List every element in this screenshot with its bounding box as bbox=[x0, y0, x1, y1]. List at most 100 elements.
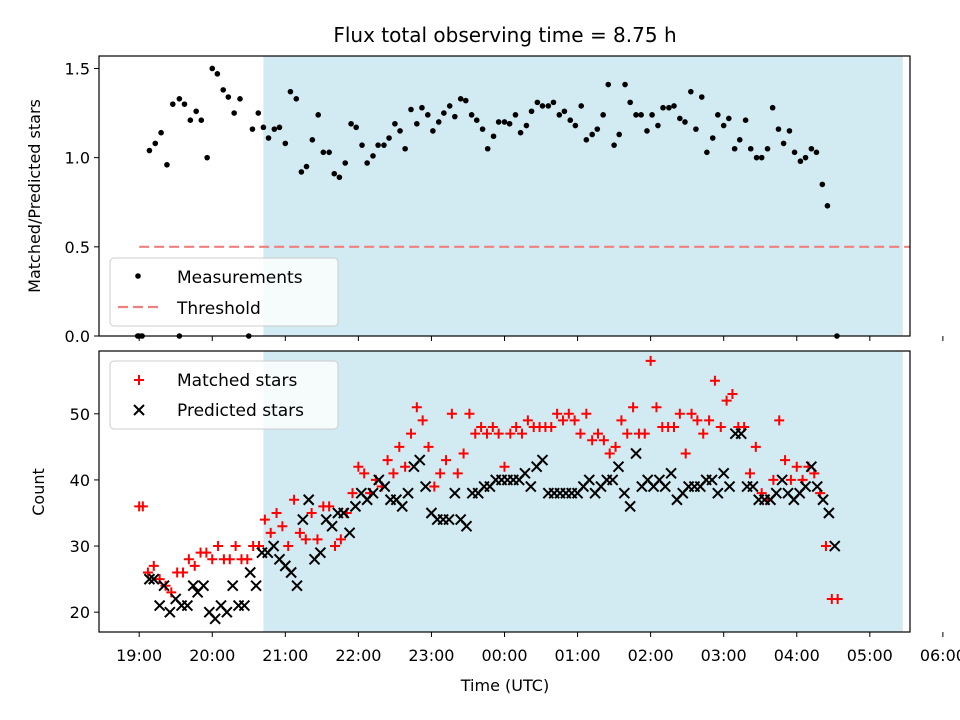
data-point-x bbox=[143, 573, 156, 585]
data-point-dot bbox=[446, 103, 453, 109]
data-point-dot bbox=[462, 97, 469, 104]
data-point-x bbox=[238, 599, 251, 612]
data-point-dot bbox=[715, 112, 721, 118]
legend-label-matched: Matched stars bbox=[177, 371, 297, 391]
data-point-plus bbox=[499, 461, 510, 472]
data-point-dot bbox=[644, 128, 650, 134]
data-point-x bbox=[519, 467, 531, 480]
data-point-x bbox=[817, 494, 829, 506]
data-point-plus bbox=[628, 402, 639, 413]
data-point-x bbox=[747, 480, 759, 493]
legend-marker-dot bbox=[135, 273, 141, 279]
data-point-x bbox=[811, 480, 823, 493]
x-tick-label: 02:00 bbox=[628, 646, 674, 665]
legend-marker-plus bbox=[134, 375, 144, 385]
data-point-dot bbox=[424, 112, 431, 118]
data-point-dot bbox=[556, 112, 563, 118]
data-point-dot bbox=[605, 81, 612, 88]
data-point-dot bbox=[550, 99, 557, 106]
data-point-x bbox=[612, 460, 625, 473]
data-point-plus bbox=[446, 408, 457, 419]
series-1 bbox=[134, 355, 843, 604]
data-point-plus bbox=[458, 448, 469, 459]
data-point-x bbox=[536, 454, 549, 466]
data-point-dot bbox=[720, 122, 727, 129]
legend-label-threshold: Threshold bbox=[176, 299, 261, 319]
data-point-dot bbox=[375, 142, 381, 148]
data-point-x bbox=[706, 474, 718, 486]
data-point-plus bbox=[744, 468, 755, 479]
data-point-plus bbox=[213, 541, 224, 552]
data-point-plus bbox=[271, 507, 282, 518]
data-point-x bbox=[402, 487, 414, 499]
data-point-dot bbox=[287, 88, 294, 95]
data-point-x bbox=[805, 460, 818, 473]
data-point-x bbox=[723, 480, 736, 493]
data-point-plus bbox=[178, 567, 189, 578]
data-point-x bbox=[799, 480, 812, 493]
data-point-x bbox=[326, 520, 338, 532]
data-point-dot bbox=[282, 140, 289, 147]
data-point-dot bbox=[638, 112, 644, 118]
data-point-plus bbox=[616, 415, 627, 426]
data-point-plus bbox=[557, 415, 568, 426]
data-point-dot bbox=[255, 110, 262, 116]
data-point-x bbox=[226, 580, 239, 592]
data-point-x bbox=[302, 494, 315, 506]
data-point-x bbox=[148, 573, 160, 585]
data-point-plus bbox=[791, 461, 802, 472]
data-point-dot bbox=[276, 124, 283, 131]
data-point-x bbox=[630, 447, 642, 460]
data-point-plus bbox=[142, 567, 153, 578]
data-point-x bbox=[770, 487, 783, 499]
data-point-plus bbox=[704, 415, 715, 426]
x-tick-label: 20:00 bbox=[189, 646, 235, 665]
data-point-dot bbox=[545, 103, 552, 109]
data-point-dot bbox=[688, 88, 694, 95]
data-point-plus bbox=[493, 428, 504, 439]
legend-label-measurements: Measurements bbox=[177, 268, 303, 288]
data-point-dot bbox=[320, 149, 327, 156]
data-point-plus bbox=[680, 448, 691, 459]
data-point-x bbox=[665, 467, 677, 480]
data-point-plus bbox=[604, 448, 615, 459]
data-point-dot bbox=[753, 154, 760, 161]
data-point-x bbox=[221, 606, 233, 618]
data-point-dot bbox=[397, 128, 403, 134]
series-1 bbox=[134, 65, 840, 339]
data-point-plus bbox=[265, 527, 276, 538]
data-point-plus bbox=[300, 534, 311, 545]
data-point-x bbox=[187, 580, 199, 592]
data-point-dot bbox=[441, 110, 447, 116]
data-point-dot bbox=[419, 104, 425, 111]
data-point-dot bbox=[164, 161, 170, 168]
data-point-dot bbox=[158, 129, 164, 136]
data-point-dot bbox=[819, 181, 826, 188]
x-tick-label: 06:00 bbox=[920, 646, 960, 665]
data-point-dot bbox=[611, 142, 617, 148]
data-point-plus bbox=[505, 428, 516, 439]
data-point-dot bbox=[237, 96, 243, 102]
data-point-plus bbox=[289, 494, 300, 505]
data-point-plus bbox=[511, 422, 522, 433]
data-point-dot bbox=[655, 122, 661, 129]
data-point-dot bbox=[649, 112, 655, 118]
data-point-plus bbox=[622, 428, 633, 439]
data-point-dot bbox=[572, 122, 579, 129]
data-point-dot bbox=[181, 101, 188, 107]
data-point-dot bbox=[209, 65, 216, 72]
data-point-plus bbox=[417, 415, 428, 426]
data-point-dot bbox=[501, 119, 508, 125]
legend-box bbox=[109, 257, 339, 327]
data-point-x bbox=[181, 599, 194, 612]
data-point-dot bbox=[402, 145, 408, 152]
legend-marker-x bbox=[133, 404, 145, 416]
data-point-dot bbox=[452, 113, 458, 120]
data-point-x bbox=[618, 487, 631, 499]
data-point-plus bbox=[563, 408, 574, 419]
data-point-dot bbox=[660, 104, 666, 111]
data-point-dot bbox=[758, 154, 765, 161]
data-point-plus bbox=[669, 422, 680, 433]
data-point-dot bbox=[146, 147, 153, 154]
data-point-dot bbox=[797, 158, 804, 165]
